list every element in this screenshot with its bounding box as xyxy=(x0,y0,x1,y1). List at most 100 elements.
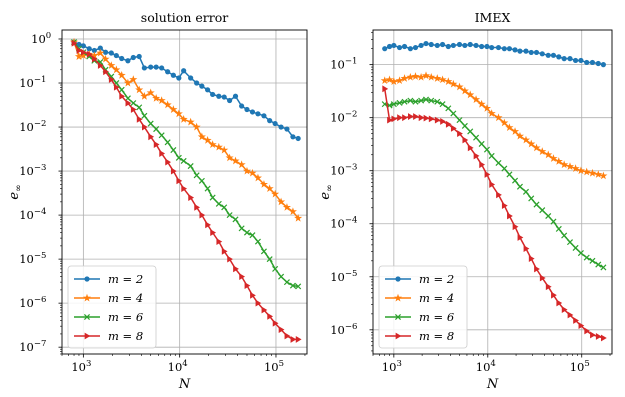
legend-item: m = 8 xyxy=(385,329,454,343)
data-point xyxy=(289,282,296,289)
data-point xyxy=(294,213,303,222)
data-point xyxy=(74,52,83,60)
y-tick-label: 10−1 xyxy=(330,57,357,72)
data-point xyxy=(176,75,182,81)
data-point xyxy=(225,153,234,162)
data-point xyxy=(130,106,137,113)
data-point xyxy=(561,56,567,62)
data-point xyxy=(163,100,172,109)
data-point xyxy=(112,65,121,74)
data-point xyxy=(86,46,92,52)
data-point xyxy=(594,170,603,178)
data-point xyxy=(428,97,435,104)
data-point xyxy=(284,126,290,132)
y-tick-label: 100 xyxy=(31,31,51,46)
data-point xyxy=(578,322,585,330)
data-point xyxy=(205,221,211,229)
data-point xyxy=(449,79,458,88)
data-point xyxy=(589,257,596,264)
data-point xyxy=(129,75,138,83)
x-axis-label: N xyxy=(486,377,499,392)
data-point xyxy=(539,51,545,57)
x-tick-label: 103 xyxy=(71,359,91,374)
data-point xyxy=(188,194,195,201)
data-point xyxy=(148,64,154,70)
data-point xyxy=(148,133,155,141)
data-point xyxy=(489,44,495,51)
data-point xyxy=(439,101,446,108)
data-point xyxy=(577,250,584,257)
data-point xyxy=(141,112,148,119)
data-point xyxy=(561,306,568,314)
data-point xyxy=(261,113,267,119)
data-point xyxy=(556,299,563,307)
data-point xyxy=(556,54,562,60)
data-point xyxy=(244,282,251,290)
chart-title: IMEX xyxy=(475,10,511,25)
series-line xyxy=(73,41,299,288)
data-point xyxy=(545,212,552,220)
data-point xyxy=(136,115,143,123)
data-point xyxy=(554,157,563,165)
data-point xyxy=(396,44,403,51)
data-point xyxy=(496,191,502,199)
data-point xyxy=(153,126,160,133)
data-point xyxy=(401,43,408,50)
data-point xyxy=(417,72,426,81)
data-point xyxy=(576,166,585,175)
data-point xyxy=(130,54,136,61)
data-point xyxy=(136,53,142,60)
data-point xyxy=(571,164,580,172)
data-point xyxy=(118,86,125,93)
series-m=6 xyxy=(71,39,302,290)
series-m=6 xyxy=(381,96,607,271)
data-point xyxy=(203,136,212,144)
data-point xyxy=(445,43,451,50)
data-point xyxy=(428,41,434,48)
data-point xyxy=(438,75,447,84)
data-point xyxy=(567,311,574,319)
data-point xyxy=(523,245,530,252)
data-point xyxy=(473,134,480,141)
data-point xyxy=(192,122,201,131)
data-point xyxy=(517,48,523,54)
data-point xyxy=(255,111,261,117)
data-point xyxy=(501,46,507,52)
data-point xyxy=(407,46,413,52)
data-point xyxy=(461,122,468,129)
data-point xyxy=(456,117,463,124)
chart-title: solution error xyxy=(141,10,228,25)
data-point xyxy=(539,274,546,282)
data-point xyxy=(165,69,171,75)
data-point xyxy=(284,332,291,340)
data-point xyxy=(455,82,464,91)
series-m=2 xyxy=(71,39,301,142)
legend-item: m = 2 xyxy=(74,272,143,286)
data-point xyxy=(165,158,172,166)
legend-marker xyxy=(82,293,92,302)
data-point xyxy=(467,128,474,135)
data-point xyxy=(588,168,597,177)
data-point xyxy=(253,173,262,182)
data-point xyxy=(199,211,206,219)
data-point xyxy=(572,57,579,64)
legend-marker xyxy=(84,332,91,340)
y-tick-label: 10−6 xyxy=(330,322,357,337)
data-point xyxy=(107,61,116,69)
data-point xyxy=(91,47,97,54)
data-point xyxy=(267,313,274,320)
data-point xyxy=(278,326,285,334)
data-point xyxy=(473,42,479,49)
y-tick-label: 10−2 xyxy=(330,110,357,125)
data-point xyxy=(599,171,608,180)
legend-box xyxy=(67,265,157,349)
data-point xyxy=(266,256,273,263)
data-point xyxy=(101,54,110,63)
series-m=2 xyxy=(382,40,606,68)
data-point xyxy=(238,225,245,232)
data-point xyxy=(595,60,601,67)
data-point xyxy=(80,48,87,56)
data-point xyxy=(533,49,540,56)
data-point xyxy=(402,114,408,122)
data-point xyxy=(505,123,514,132)
